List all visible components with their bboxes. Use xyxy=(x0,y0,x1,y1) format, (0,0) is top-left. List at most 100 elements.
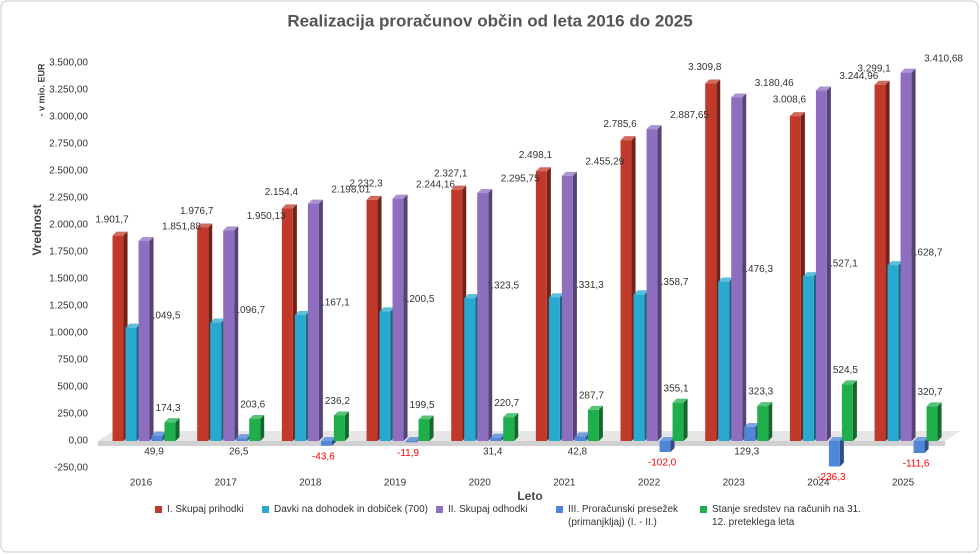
y-tick-label: -250,00 xyxy=(54,463,88,474)
data-label: 2.455,29 xyxy=(585,156,624,167)
bar xyxy=(802,276,814,441)
bar xyxy=(646,129,658,442)
legend-label: III. Proračunski presežek (primanjkljaj)… xyxy=(568,504,679,528)
data-label: -111,6 xyxy=(903,459,930,470)
data-label: -11,9 xyxy=(397,448,419,459)
data-label: 1.851,88 xyxy=(162,222,201,233)
bar xyxy=(392,198,404,441)
y-tick-label: 2.250,00 xyxy=(49,193,88,204)
bar-side xyxy=(768,402,773,441)
bar-top xyxy=(841,380,857,385)
y-tick-label: 3.250,00 xyxy=(49,85,88,96)
y-axis-unit: - v mio. EUR xyxy=(36,63,46,117)
data-label: 320,7 xyxy=(918,387,943,398)
bar-top xyxy=(138,236,154,241)
data-label: 1.476,3 xyxy=(740,264,774,275)
data-label: 203,6 xyxy=(240,400,265,411)
data-label: 323,3 xyxy=(748,387,773,398)
y-tick-label: 1.000,00 xyxy=(49,328,88,339)
bar xyxy=(164,422,176,441)
bar xyxy=(490,437,502,441)
bar-top xyxy=(672,398,688,403)
bar xyxy=(841,384,853,441)
bar-top xyxy=(705,79,721,84)
data-label: 2.498,1 xyxy=(519,150,553,161)
bar xyxy=(125,327,137,441)
data-label: 1.358,7 xyxy=(655,277,689,288)
bar-top xyxy=(281,204,297,209)
bar-top xyxy=(620,136,636,141)
bar xyxy=(672,402,684,441)
bar xyxy=(535,171,547,441)
bar-top xyxy=(112,231,128,236)
legend-swatch xyxy=(155,506,162,513)
bar xyxy=(926,406,938,441)
chart-title: Realizacija proračunov občin od leta 201… xyxy=(287,11,692,30)
bar-top xyxy=(926,402,942,407)
bar xyxy=(151,435,163,441)
data-label: 3.309,8 xyxy=(688,62,722,73)
bar-top xyxy=(464,294,480,299)
data-label: 1.527,1 xyxy=(824,259,858,270)
bar-side xyxy=(403,194,408,441)
bar xyxy=(405,441,417,443)
data-label: 2.327,1 xyxy=(434,168,468,179)
bar-side xyxy=(657,125,662,442)
y-tick-label: 1.250,00 xyxy=(49,301,88,312)
data-label: 355,1 xyxy=(664,383,689,394)
bar-top xyxy=(574,432,590,437)
bar xyxy=(112,235,124,441)
bar xyxy=(874,84,886,441)
data-label: 1.901,7 xyxy=(95,214,129,225)
y-tick-label: 3.000,00 xyxy=(49,112,88,123)
x-tick-label: 2024 xyxy=(807,478,830,489)
y-tick-label: 2.500,00 xyxy=(49,166,88,177)
bar xyxy=(366,199,378,441)
data-label: 3.180,46 xyxy=(755,78,794,89)
bar xyxy=(138,240,150,441)
x-tick-label: 2017 xyxy=(215,478,238,489)
y-tick-label: 750,00 xyxy=(57,355,88,366)
bar xyxy=(281,208,293,441)
data-label: 524,5 xyxy=(833,365,858,376)
data-label: -102,0 xyxy=(648,458,677,469)
bar-top xyxy=(789,112,805,117)
legend-label: Stanje sredstev na računih na 31. 12. pr… xyxy=(712,504,861,528)
y-tick-label: 1.500,00 xyxy=(49,274,88,285)
bar-side xyxy=(514,413,519,441)
x-tick-label: 2023 xyxy=(723,478,746,489)
data-label: 3.244,96 xyxy=(839,71,878,82)
bar-side xyxy=(572,171,577,441)
bar xyxy=(320,441,332,446)
data-label: -236,3 xyxy=(817,472,846,483)
data-label: 1.096,7 xyxy=(232,305,266,316)
bar-side xyxy=(234,226,239,441)
bar xyxy=(249,419,261,441)
data-label: 2.295,75 xyxy=(501,174,540,185)
y-tick-label: 500,00 xyxy=(57,382,88,393)
bar-side xyxy=(175,418,180,441)
data-label: 42,8 xyxy=(568,447,588,458)
legend-label: II. Skupaj odhodki xyxy=(448,504,528,515)
bar-top xyxy=(451,185,467,190)
floor-edge xyxy=(98,441,945,446)
bar xyxy=(464,298,476,441)
x-tick-label: 2025 xyxy=(892,478,915,489)
bar xyxy=(789,116,801,441)
bar-side xyxy=(260,415,265,441)
data-label: 2.154,4 xyxy=(265,187,299,198)
legend-swatch xyxy=(556,506,563,513)
bar xyxy=(197,227,209,441)
bar xyxy=(210,322,222,441)
bar-top xyxy=(197,223,213,228)
x-tick-label: 2021 xyxy=(553,478,576,489)
bar-side xyxy=(344,411,349,441)
data-label: 1.323,5 xyxy=(486,281,520,292)
bar-top xyxy=(548,293,564,298)
bar-top xyxy=(379,307,395,312)
bar xyxy=(379,311,391,441)
bar xyxy=(587,409,599,441)
legend-swatch xyxy=(262,506,269,513)
bar-top xyxy=(633,290,649,295)
data-label: 1.331,3 xyxy=(570,280,604,291)
